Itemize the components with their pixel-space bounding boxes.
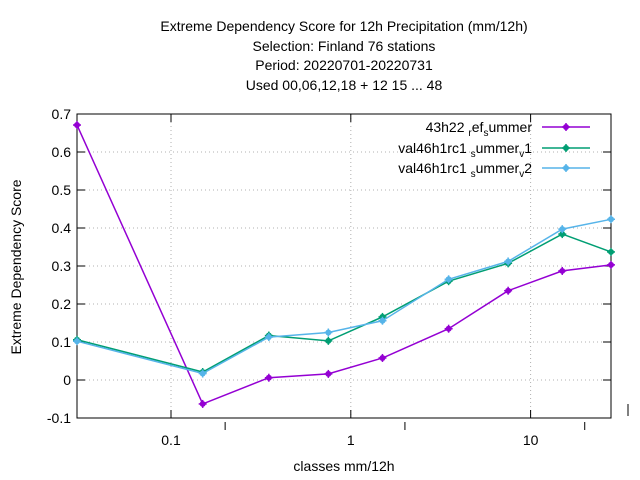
legend-entry-1: 43h22 refsummer <box>426 119 590 139</box>
data-point <box>444 324 453 333</box>
data-point <box>607 260 615 269</box>
y-tick-label: 0.7 <box>52 106 72 122</box>
data-point <box>607 215 615 224</box>
axes: -0.1 0 0.1 0.2 0.3 0.4 0.5 0.6 0.7 0.1 1 10 <box>47 106 629 448</box>
title-line-2: Selection: Finland 76 stations <box>253 38 436 54</box>
title-line-1: Extreme Dependency Score for 12h Precipi… <box>160 18 527 34</box>
data-point <box>504 257 513 266</box>
data-point <box>198 399 207 408</box>
chart-title: Extreme Dependency Score for 12h Precipi… <box>160 18 527 93</box>
x-tick-label: 10 <box>523 432 539 448</box>
data-point <box>73 121 81 130</box>
data-point <box>562 123 570 131</box>
data-point <box>324 328 333 337</box>
x-tick-label: 0.1 <box>161 432 181 448</box>
data-point <box>73 337 81 346</box>
data-point <box>264 333 273 342</box>
data-point <box>378 316 387 325</box>
legend-entry-2: val46h1rc1 summerv1 <box>398 140 590 160</box>
y-tick-label: 0.4 <box>52 220 72 236</box>
y-axis-label: Extreme Dependency Score <box>8 179 24 354</box>
legend-label: 43h22 refsummer <box>426 119 533 139</box>
title-line-4: Used 00,06,12,18 + 12 15 ... 48 <box>246 77 443 93</box>
title-line-3: Period: 20220701-20220731 <box>255 57 433 73</box>
legend-label: val46h1rc1 summerv1 <box>398 140 532 160</box>
data-point <box>198 369 207 378</box>
data-point <box>504 286 513 295</box>
data-point <box>324 369 333 378</box>
grid <box>77 114 611 418</box>
series-3 <box>73 215 615 378</box>
legend-entry-3: val46h1rc1 summerv2 <box>398 160 590 180</box>
legend-label: val46h1rc1 summerv2 <box>398 160 532 180</box>
series-1 <box>73 121 615 408</box>
data-point <box>562 144 570 152</box>
x-tick-label: 1 <box>347 432 355 448</box>
y-tick-label: 0.1 <box>52 334 72 350</box>
x-axis-label: classes mm/12h <box>293 458 394 474</box>
y-tick-label: -0.1 <box>47 410 71 426</box>
y-tick-label: 0.2 <box>52 296 72 312</box>
data-point <box>324 336 333 345</box>
data-point <box>558 266 567 275</box>
data-point <box>562 164 570 172</box>
data-point <box>558 225 567 234</box>
series-2 <box>73 230 615 377</box>
series-layer <box>73 121 615 408</box>
data-point <box>607 247 615 256</box>
y-tick-label: 0 <box>63 372 71 388</box>
y-tick-label: 0.6 <box>52 144 72 160</box>
y-tick-label: 0.5 <box>52 182 72 198</box>
data-point <box>378 353 387 362</box>
y-tick-label: 0.3 <box>52 258 72 274</box>
data-point <box>264 373 273 382</box>
data-point <box>444 275 453 284</box>
